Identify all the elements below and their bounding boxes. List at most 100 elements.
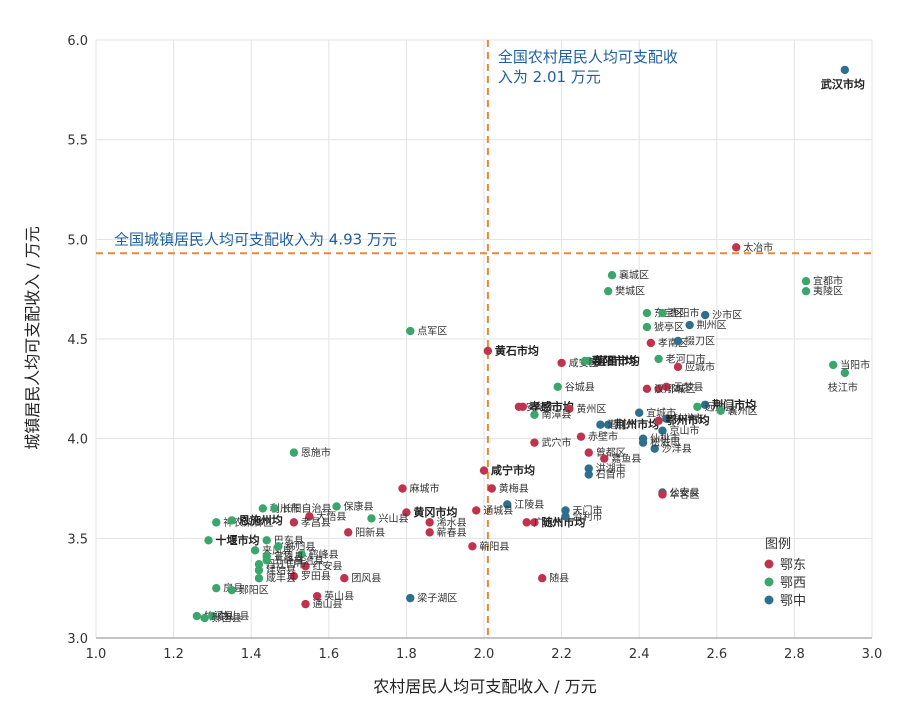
data-point bbox=[654, 384, 663, 394]
point-label: 钟祥市 bbox=[673, 412, 703, 425]
point-label: 赤壁市 bbox=[588, 430, 618, 443]
point-label: 应城市 bbox=[685, 360, 715, 373]
data-point bbox=[530, 438, 539, 447]
point-label: 孝南区 bbox=[658, 336, 688, 349]
data-point bbox=[580, 356, 590, 366]
data-point bbox=[642, 322, 652, 332]
data-point bbox=[406, 326, 415, 336]
data-point bbox=[685, 320, 694, 330]
x-tick-label: 2.2 bbox=[551, 647, 572, 662]
point-label: 恩施市 bbox=[301, 446, 331, 459]
data-point bbox=[406, 593, 415, 603]
point-label: 英山县 bbox=[324, 590, 354, 603]
x-tick-label: 2.4 bbox=[629, 647, 650, 662]
point-label: 建始县 bbox=[266, 564, 296, 577]
y-tick-label: 3.0 bbox=[67, 632, 88, 647]
data-point bbox=[254, 574, 264, 583]
x-tick-label: 1.2 bbox=[163, 647, 184, 662]
data-point bbox=[250, 546, 260, 555]
data-point bbox=[565, 404, 574, 413]
data-point bbox=[398, 484, 407, 493]
y-tick-label: 3.5 bbox=[67, 532, 88, 547]
point-label: 华容区 bbox=[669, 488, 699, 501]
data-point bbox=[673, 362, 683, 372]
legend-entry-label: 鄂西 bbox=[780, 576, 806, 591]
data-point bbox=[658, 426, 667, 435]
point-label: 潜江市 bbox=[607, 418, 637, 431]
point-label: 团风县 bbox=[351, 573, 381, 585]
data-point bbox=[716, 406, 725, 415]
data-point bbox=[301, 599, 310, 609]
data-point bbox=[600, 454, 609, 463]
point-label: 随县 bbox=[549, 572, 569, 585]
x-tick-label: 3.0 bbox=[862, 647, 883, 662]
x-tick-label: 2.0 bbox=[474, 647, 495, 662]
data-point bbox=[204, 536, 213, 545]
point-label: 京山市 bbox=[669, 424, 699, 437]
data-point bbox=[662, 382, 671, 392]
data-point bbox=[561, 506, 570, 515]
point-label: 通城县 bbox=[483, 505, 513, 517]
y-tick-label: 6.0 bbox=[67, 34, 88, 49]
y-tick-label: 5.5 bbox=[67, 134, 88, 149]
data-point bbox=[530, 518, 539, 527]
point-label: 红安县 bbox=[313, 560, 343, 573]
y-axis-title: 城镇居民人均可支配收入 / 万元 bbox=[23, 226, 42, 450]
point-label: 梁子湖区 bbox=[417, 592, 457, 605]
data-point bbox=[367, 514, 376, 523]
point-label: 太冶市 bbox=[743, 241, 773, 254]
point-label: 利川市 bbox=[270, 502, 300, 515]
data-point bbox=[344, 528, 353, 537]
point-label: 兴山县 bbox=[378, 513, 408, 525]
point-label: 武穴市 bbox=[541, 436, 571, 449]
data-point bbox=[425, 518, 434, 527]
data-point bbox=[472, 506, 481, 515]
point-label: 襄城区 bbox=[619, 269, 649, 282]
point-label: 随州市均 bbox=[541, 515, 585, 529]
y-tick-label: 4.5 bbox=[67, 333, 88, 348]
data-point bbox=[262, 536, 271, 545]
point-label: 沙市区 bbox=[712, 309, 742, 322]
data-point bbox=[538, 574, 547, 583]
legend-swatch bbox=[764, 595, 774, 605]
grid bbox=[95, 39, 873, 639]
point-label: 阳新县 bbox=[355, 526, 385, 539]
point-label: 咸丰县 bbox=[266, 572, 296, 585]
data-point bbox=[840, 368, 850, 378]
data-point bbox=[200, 613, 209, 623]
legend-swatch bbox=[764, 577, 774, 587]
x-tick-label: 1.0 bbox=[86, 647, 107, 662]
rural-reference-label-line2: 入为 2.01 万元 bbox=[498, 68, 601, 86]
data-point bbox=[642, 384, 652, 394]
point-label: 监利市 bbox=[572, 510, 602, 523]
data-point bbox=[425, 528, 434, 537]
point-label: 点军区 bbox=[417, 326, 447, 338]
data-point bbox=[274, 542, 283, 551]
point-label: 襄阳市均 bbox=[591, 353, 636, 367]
point-label: 南漳县 bbox=[541, 408, 571, 421]
point-label: 天门市 bbox=[572, 504, 602, 517]
point-label: 郧西县 bbox=[212, 613, 242, 625]
point-label: 仙桃市 bbox=[650, 432, 680, 445]
point-label: 孝感市均 bbox=[529, 399, 574, 413]
point-label: 云梦县 bbox=[673, 381, 703, 393]
point-label: 浠水县 bbox=[437, 516, 467, 529]
data-point bbox=[638, 438, 648, 447]
point-label: 谷城县 bbox=[565, 381, 595, 393]
point-label: 通山县 bbox=[313, 599, 343, 611]
data-point bbox=[212, 583, 221, 593]
data-point bbox=[801, 276, 811, 286]
data-point bbox=[254, 566, 264, 575]
y-axis-ticks: 3.0 3.5 4.0 4.5 5.0 5.5 6.0 bbox=[67, 34, 88, 647]
data-point bbox=[557, 358, 566, 368]
data-point bbox=[840, 65, 850, 75]
point-label: 黄石市均 bbox=[495, 343, 539, 357]
point-label: 安陆市 bbox=[526, 400, 556, 413]
point-label: 枣阳市 bbox=[669, 307, 699, 320]
point-label: 荆州区 bbox=[697, 319, 727, 332]
data-point bbox=[732, 243, 741, 252]
data-point bbox=[603, 286, 613, 296]
